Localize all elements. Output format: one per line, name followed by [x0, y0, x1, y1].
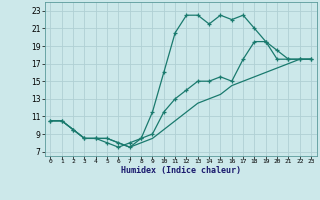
X-axis label: Humidex (Indice chaleur): Humidex (Indice chaleur) [121, 166, 241, 175]
